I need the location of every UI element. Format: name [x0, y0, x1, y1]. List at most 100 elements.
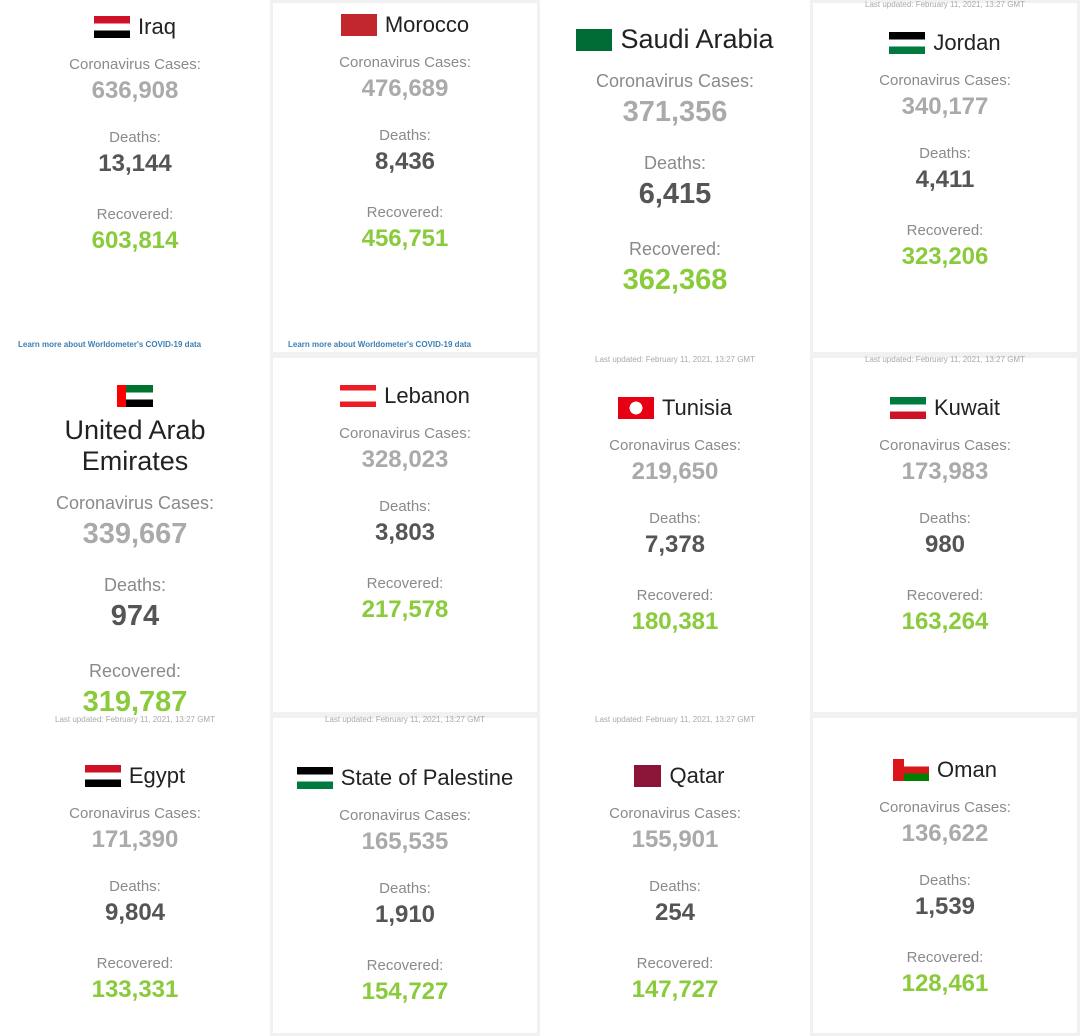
cases-value: 136,622	[901, 820, 989, 847]
recovered-label: Recovered:	[628, 239, 722, 259]
deaths-value: 1,910	[374, 901, 436, 928]
flag-icon	[84, 765, 121, 787]
country-title: Lebanon	[340, 383, 470, 409]
cases-label: Coronavirus Cases:	[879, 72, 1011, 89]
flag-icon	[340, 385, 377, 407]
deaths-value: 6,415	[638, 178, 712, 210]
last-updated: Last updated: February 11, 2021, 13:27 G…	[865, 355, 1025, 364]
deaths-value: 7,378	[644, 531, 706, 558]
cases-label: Coronavirus Cases:	[69, 56, 201, 73]
learn-more-link[interactable]: Learn more about Worldometer's COVID-19 …	[288, 340, 472, 349]
recovered-value: 323,206	[901, 243, 989, 270]
country-name: Iraq	[138, 14, 176, 39]
deaths-label: Deaths:	[649, 510, 701, 527]
country-title: Tunisia	[617, 395, 733, 421]
deaths-label: Deaths:	[919, 510, 971, 527]
recovered-value: 147,727	[631, 976, 719, 1003]
deaths-label: Deaths:	[109, 878, 161, 895]
country-title: Jordan	[889, 30, 1001, 56]
deaths-value: 13,144	[98, 150, 172, 177]
recovered-value: 128,461	[901, 970, 989, 997]
deaths-label: Deaths:	[379, 127, 431, 144]
deaths-value: 980	[924, 531, 966, 558]
cases-value: 476,689	[361, 75, 449, 102]
recovered-value: 163,264	[901, 608, 989, 635]
country-card-lebanon: Lebanon Coronavirus Cases: 328,023 Deaths: 3…	[270, 355, 540, 715]
recovered-value: 456,751	[361, 225, 449, 252]
deaths-label: Deaths:	[379, 498, 431, 515]
country-card-oman: Oman Coronavirus Cases: 136,622 Deaths: 1,53…	[810, 715, 1080, 1036]
cases-value: 173,983	[901, 458, 989, 485]
recovered-label: Recovered:	[906, 222, 984, 239]
deaths-value: 9,804	[104, 899, 166, 926]
flag-icon	[617, 397, 654, 419]
country-name: Egypt	[128, 763, 186, 788]
learn-more-link[interactable]: Learn more about Worldometer's COVID-19 …	[18, 340, 202, 349]
deaths-label: Deaths:	[919, 145, 971, 162]
last-updated: Last updated: February 11, 2021, 13:27 G…	[595, 355, 755, 364]
country-name: Jordan	[933, 30, 1001, 55]
deaths-label: Deaths:	[649, 878, 701, 895]
country-card-tunisia: Last updated: February 11, 2021, 13:27 G…	[540, 355, 810, 715]
flag-icon	[94, 16, 131, 38]
recovered-value: 603,814	[91, 227, 179, 254]
recovered-label: Recovered:	[906, 949, 984, 966]
recovered-label: Recovered:	[366, 957, 444, 974]
country-card-kuwait: Last updated: February 11, 2021, 13:27 G…	[810, 355, 1080, 715]
flag-icon	[576, 28, 613, 51]
cases-value: 328,023	[361, 446, 449, 473]
cases-value: 340,177	[901, 93, 989, 120]
country-name: Oman	[937, 757, 997, 782]
country-title: Saudi Arabia	[576, 24, 774, 55]
recovered-label: Recovered:	[366, 204, 444, 221]
cases-value: 165,535	[361, 828, 449, 855]
country-card-state-of-palestine: Last updated: February 11, 2021, 13:27 G…	[270, 715, 540, 1036]
country-card-iraq: Iraq Coronavirus Cases: 636,908 Deaths: 13,1…	[0, 0, 270, 355]
cases-label: Coronavirus Cases:	[339, 807, 471, 824]
flag-icon	[296, 767, 333, 789]
country-name: Lebanon	[384, 383, 470, 408]
flag-icon	[117, 385, 153, 407]
cases-value: 339,667	[82, 518, 188, 550]
cases-label: Coronavirus Cases:	[69, 805, 201, 822]
cases-label: Coronavirus Cases:	[339, 54, 471, 71]
flag-icon	[625, 765, 662, 787]
cases-value: 155,901	[631, 826, 719, 853]
country-title: Kuwait	[889, 395, 1000, 421]
recovered-label: Recovered:	[636, 955, 714, 972]
country-title: Egypt	[84, 763, 186, 789]
deaths-label: Deaths:	[919, 872, 971, 889]
country-name: State of Palestine	[340, 765, 514, 790]
flag-icon	[893, 759, 930, 781]
country-title: Morocco	[340, 12, 470, 38]
flag-icon	[340, 14, 377, 36]
deaths-label: Deaths:	[103, 575, 167, 595]
country-title: Oman	[893, 757, 997, 783]
flag-icon	[889, 397, 926, 419]
cases-value: 219,650	[631, 458, 719, 485]
recovered-value: 133,331	[91, 976, 179, 1003]
last-updated: Last updated: February 11, 2021, 13:27 G…	[55, 715, 215, 724]
country-title: Iraq	[94, 14, 176, 40]
country-name: Saudi Arabia	[620, 24, 774, 54]
recovered-label: Recovered:	[88, 661, 182, 681]
recovered-value: 362,368	[622, 264, 728, 296]
cases-label: Coronavirus Cases:	[879, 437, 1011, 454]
cases-label: Coronavirus Cases:	[595, 71, 755, 91]
cases-label: Coronavirus Cases:	[339, 425, 471, 442]
country-name: Qatar	[669, 763, 725, 788]
cases-label: Coronavirus Cases:	[55, 493, 215, 513]
deaths-value: 4,411	[915, 166, 975, 193]
cases-value: 636,908	[91, 77, 179, 104]
country-title: Qatar	[625, 763, 725, 789]
cases-value: 371,356	[622, 96, 728, 128]
country-name: Morocco	[384, 12, 470, 37]
last-updated: Last updated: February 11, 2021, 13:27 G…	[865, 0, 1025, 9]
country-card-jordan: Last updated: February 11, 2021, 13:27 G…	[810, 0, 1080, 355]
deaths-value: 3,803	[374, 519, 436, 546]
country-name: Tunisia	[661, 395, 733, 420]
cases-label: Coronavirus Cases:	[609, 805, 741, 822]
deaths-value: 254	[654, 899, 696, 926]
recovered-label: Recovered:	[366, 575, 444, 592]
recovered-value: 154,727	[361, 978, 449, 1005]
